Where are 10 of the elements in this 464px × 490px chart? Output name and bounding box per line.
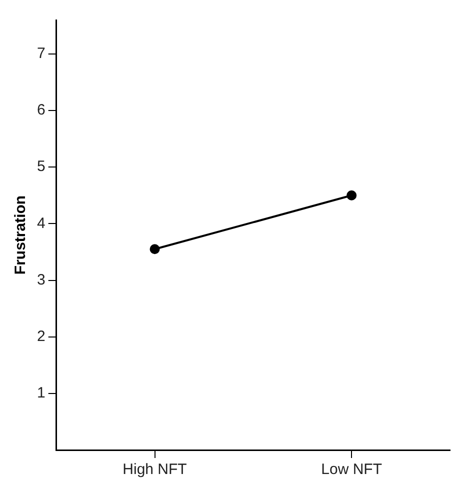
y-tick-label: 1 (37, 384, 46, 402)
y-tick-label: 3 (37, 271, 46, 288)
y-tick-label: 2 (37, 328, 46, 345)
y-tick-label: 4 (37, 214, 46, 232)
y-tick-label: 7 (37, 45, 46, 62)
y-tick-label: 5 (37, 158, 46, 176)
x-tick-label: Low NFT (321, 461, 382, 478)
y-axis-title: Frustration (12, 195, 30, 275)
x-tick-label: High NFT (122, 461, 187, 478)
y-tick-label: 6 (37, 102, 46, 119)
